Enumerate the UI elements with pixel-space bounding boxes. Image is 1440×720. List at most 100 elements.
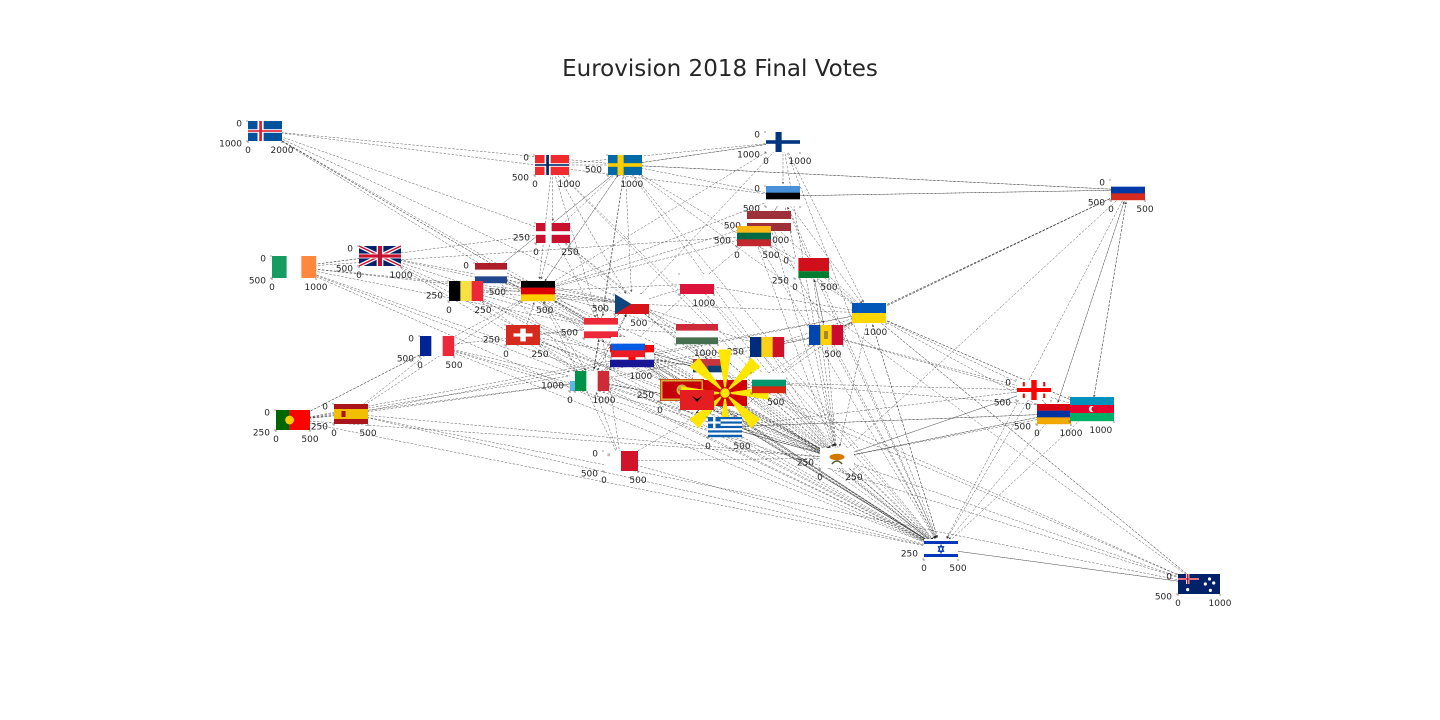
vote-edge-portugal-to-ukraine: [292, 314, 858, 421]
x-tick-label: 0: [817, 473, 823, 483]
x-tick-label: 500: [820, 283, 837, 293]
y-tick-label: 250: [772, 277, 789, 287]
vote-edge-finland-to-sweden: [636, 141, 784, 165]
x-tick-label: 0: [1034, 429, 1040, 439]
x-tick-label: 1000: [1209, 599, 1232, 609]
y-tick-label: 500: [1088, 199, 1105, 209]
flag-ireland: [272, 256, 317, 278]
x-tick-label: 0: [503, 350, 509, 360]
flag-bulgaria: [752, 373, 786, 394]
vote-edge-norway-to-czech-republic: [551, 164, 627, 294]
y-tick-label: 500: [249, 277, 266, 287]
vote-edge-spain-to-australia: [350, 413, 1188, 583]
y-tick-label: 0: [754, 185, 760, 195]
vote-edge-armenia-to-greece: [736, 413, 1055, 428]
vote-edge-croatia-to-israel: [631, 355, 932, 543]
vote-edge-belarus-to-cyprus: [811, 267, 837, 447]
x-tick-label: 500: [767, 398, 784, 408]
flag-united-kingdom: [358, 244, 402, 268]
vote-edge-armenia-to-cyprus: [848, 413, 1055, 457]
y-tick-label: 500: [724, 222, 741, 232]
vote-edge-georgia-to-ukraine: [879, 317, 1035, 391]
vote-edge-united-kingdom-to-austria: [379, 255, 590, 325]
x-tick-label: 0: [273, 435, 279, 445]
vote-edge-netherlands-to-czech-republic: [490, 272, 621, 303]
vote-edge-norway-to-austria: [551, 164, 599, 317]
vote-edge-israel-to-cyprus: [845, 465, 942, 550]
vote-edge-serbia-to-croatia: [643, 357, 711, 370]
vote-edge-iceland-to-estonia: [264, 130, 772, 196]
x-tick-label: 250: [474, 306, 491, 316]
x-tick-label: 500: [949, 564, 966, 574]
vote-edge-ireland-to-israel: [293, 266, 931, 545]
x-tick-label: 0: [601, 476, 607, 486]
vote-edge-switzerland-to-cyprus: [522, 334, 827, 454]
x-tick-label: 0: [657, 406, 663, 416]
vote-edge-lithuania-to-germany: [549, 235, 755, 289]
vote-edge-poland-to-germany: [549, 283, 698, 292]
flag-belarus: [795, 258, 829, 278]
flag-italy: [575, 371, 610, 391]
vote-edge-hungary-to-cyprus: [696, 333, 829, 451]
vote-edge-estonia-to-cyprus: [782, 195, 836, 447]
flag-denmark: [536, 223, 570, 243]
vote-edge-belgium-to-austria: [465, 290, 590, 326]
flag-portugal: [276, 410, 310, 430]
x-tick-label: 0: [356, 271, 362, 281]
y-tick-label: 250: [483, 336, 500, 346]
node-azerbaijan: 1000: [1068, 396, 1115, 436]
flag-netherlands: [475, 263, 507, 284]
vote-edge-germany-to-sweden: [537, 174, 619, 292]
flag-austria: [584, 318, 618, 339]
flag-malta: [604, 451, 638, 471]
vote-edge-germany-to-italy: [537, 290, 587, 371]
flag-slovenia: [611, 337, 645, 358]
vote-edge-russia-to-israel: [946, 189, 1129, 539]
x-tick-label: 500: [824, 350, 841, 360]
y-tick-label: 250: [513, 234, 530, 244]
vote-edge-russia-to-armenia: [1057, 189, 1129, 403]
vote-edge-san-marino-to-israel: [586, 380, 931, 545]
x-tick-label: 0: [763, 157, 769, 167]
flag-iceland: [248, 121, 282, 141]
flag-sweden: [608, 155, 642, 175]
vote-edge-ukraine-to-cyprus: [838, 312, 870, 447]
vote-edge-finland-to-israel: [782, 141, 938, 539]
y-tick-label: 0: [1005, 379, 1011, 389]
vote-edge-spain-to-italy: [350, 381, 581, 415]
vote-edge-armenia-to-israel: [948, 413, 1055, 540]
x-tick-label: 0: [245, 146, 251, 156]
vote-edge-italy-to-austria: [591, 339, 600, 382]
x-tick-label: 0: [792, 283, 798, 293]
x-tick-label: 1000: [1089, 426, 1112, 436]
vote-edge-united-kingdom-to-italy: [379, 255, 582, 376]
vote-edge-netherlands-to-italy: [490, 272, 584, 373]
vote-edge-australia-to-germany: [548, 295, 1200, 585]
vote-edge-estonia-to-ukraine: [782, 195, 863, 304]
vote-edge-macedonia-to-israel: [724, 392, 932, 543]
chart-title: Eurovision 2018 Final Votes: [562, 56, 878, 82]
x-tick-label: 1000: [629, 372, 652, 382]
x-tick-label: 500: [301, 435, 318, 445]
x-tick-label: 1000: [593, 396, 616, 406]
vote-edge-cyprus-to-bulgaria: [776, 391, 838, 459]
y-tick-label: 250: [311, 423, 328, 433]
vote-edge-malta-to-italy: [595, 392, 622, 462]
vote-edge-azerbaijan-to-russia: [1091, 201, 1127, 410]
vote-edge-france-to-israel: [436, 345, 931, 545]
vote-edge-israel-to-ukraine: [871, 324, 942, 550]
x-tick-label: 1000: [558, 180, 581, 190]
node-estonia: 0 500: [743, 185, 801, 215]
vote-edge-moldova-to-cyprus: [825, 334, 837, 447]
y-tick-label: 500: [585, 166, 602, 176]
vote-edge-portugal-to-israel: [292, 419, 930, 548]
y-tick-label: 0: [754, 131, 760, 141]
x-tick-label: 0: [734, 251, 740, 261]
y-tick-label: 0: [260, 255, 266, 265]
y-tick-label: 500: [994, 399, 1011, 409]
vote-edge-azerbaijan-to-israel: [949, 408, 1093, 542]
